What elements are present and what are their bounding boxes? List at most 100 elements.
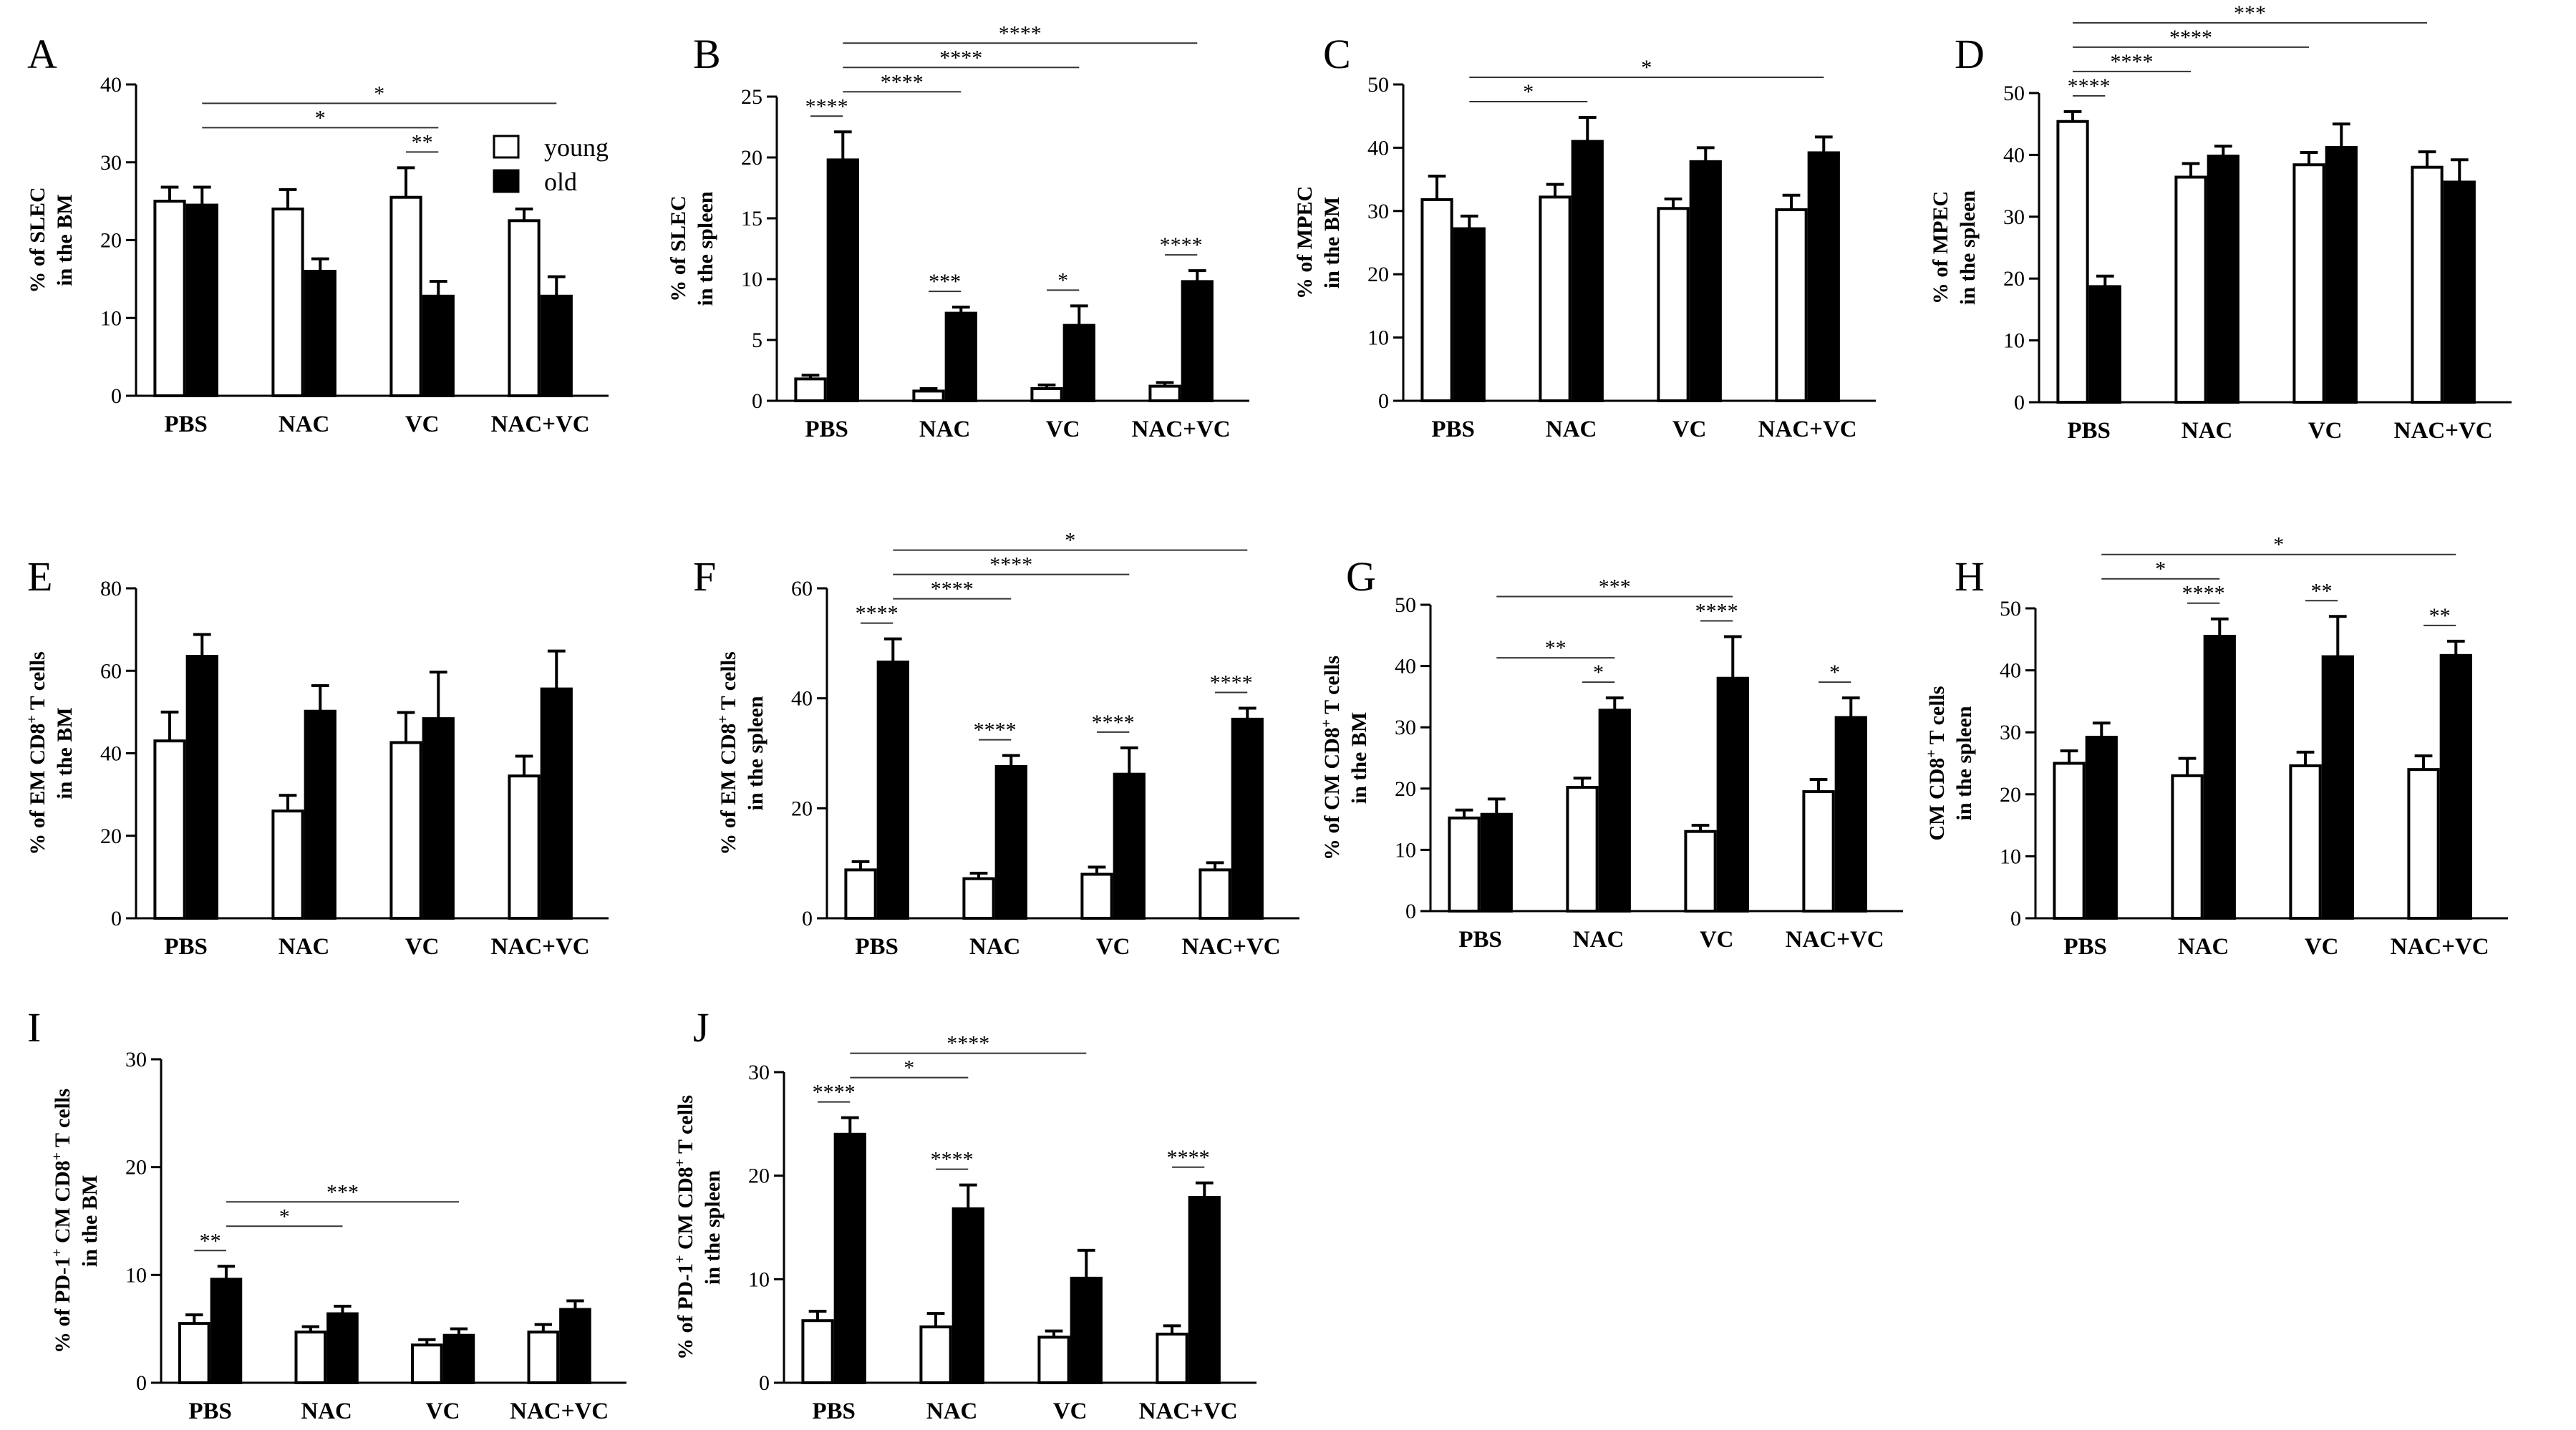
significance-label: **** [999,21,1042,45]
y-axis-label-text: CM CD8 [51,1160,74,1248]
significance-label: * [1593,661,1604,684]
bar-old [304,270,336,397]
bar-old [422,294,455,397]
significance-label: ** [200,1229,221,1253]
bar-young [1802,790,1835,913]
y-tick-label: 20 [748,1164,770,1188]
significance-label: * [279,1205,290,1228]
x-category-label: NAC [969,934,1021,960]
significance-label: **** [974,719,1017,742]
y-axis-label-text: T cells [1925,686,1949,749]
y-axis-label-text: % of CM CD8 [1320,727,1344,860]
bar-old [1834,716,1867,913]
panel-letter: A [27,31,57,77]
x-category-label: NAC+VC [1139,1399,1238,1424]
panel-H: H 0 10 20 30 40 50 CM CD8+ T cells in the spleen… [1924,533,2508,960]
x-category-label: VC [1046,417,1080,442]
y-axis-label: % of PD-1+ CM CD8+ T cells [672,1095,697,1360]
y-tick-label: 20 [100,229,122,253]
panel-letter: I [27,1004,41,1051]
significance-label: * [1057,268,1068,292]
x-category-label: PBS [164,412,208,437]
y-tick-label: 50 [2003,82,2025,105]
bar-old [952,1207,984,1384]
x-category-label: NAC [926,1399,978,1424]
x-category-label: NAC+VC [2391,934,2489,960]
legend-swatch-old [493,169,520,193]
y-tick-label: 10 [741,268,762,291]
bar-young [2056,120,2089,404]
y-axis-label-text: % of MPEC [1929,191,1952,304]
y-tick-label: 30 [748,1061,770,1084]
significance-label: * [315,106,326,130]
y-tick-label: 30 [2003,205,2025,229]
y-axis-label: CM CD8+ T cells [1924,686,1949,840]
significance-label: ** [412,130,433,154]
y-axis-label: in the BM [78,1175,102,1267]
y-axis-label: in the spleen [1956,190,1980,305]
bar-young [801,1319,834,1384]
significance-label: **** [856,602,899,626]
bar-old [1807,151,1840,403]
x-category-label: NAC+VC [510,1399,609,1424]
y-tick-label: 20 [1367,263,1389,286]
bar-old [1453,227,1486,402]
bar-old [326,1312,359,1385]
legend: young old [493,133,609,196]
x-category-label: NAC+VC [1786,927,1884,953]
bar-young [2292,163,2325,404]
y-axis-label-sup: + [715,715,731,723]
panel-letter: J [693,1004,710,1051]
bar-old [304,709,336,920]
y-tick-label: 50 [1367,73,1389,97]
bar-young [1775,208,1808,402]
panel-letter: E [27,553,52,600]
bar-young [389,741,422,920]
y-axis-label: % of MPEC [1929,191,1952,304]
x-category-label: PBS [164,934,208,960]
y-tick-label: 40 [2000,659,2021,683]
x-category-label: PBS [2067,418,2111,444]
y-axis-label-sup: + [1319,719,1335,727]
significance-label: **** [805,94,848,118]
x-category-label: PBS [2063,934,2107,960]
y-tick-label: 0 [802,907,813,930]
x-category-label: VC [426,1399,460,1424]
significance-label: *** [1599,575,1631,599]
significance-label: **** [931,578,974,601]
y-axis-label-sup: + [1924,749,1940,757]
x-category-label: VC [1700,927,1734,953]
y-tick-label: 20 [791,797,813,820]
bar-old [1598,709,1631,913]
y-axis-label: % of CM CD8+ T cells [1319,656,1344,860]
y-tick-label: 20 [2000,783,2021,807]
y-axis-label-text: CM CD8 [674,1167,697,1255]
y-tick-label: 40 [100,73,122,97]
y-axis-label-text: in the spleen [701,1170,725,1285]
bar-old [210,1278,243,1384]
y-axis-label-text: % of EM CD8 [717,724,740,855]
significance-label: ** [2311,579,2333,603]
x-category-label: VC [2305,934,2339,960]
y-tick-label: 10 [2000,845,2021,868]
bar-young [153,200,186,397]
y-tick-label: 0 [1378,389,1389,413]
y-axis-label: % of EM CD8+ T cells [24,651,49,855]
bar-old [540,294,573,397]
panel-letter: B [693,31,721,77]
y-tick-label: 60 [791,577,813,600]
bar-young [1657,207,1690,402]
significance-label: * [1641,56,1652,79]
bar-old [2439,653,2472,920]
y-tick-label: 20 [741,146,762,170]
bar-old [2207,155,2240,404]
y-axis-label: in the BM [53,194,77,286]
bar-old [422,717,455,920]
bar-young [411,1343,443,1385]
bar-old [540,687,573,920]
bar-young [912,389,945,403]
bar-young [2289,764,2322,920]
